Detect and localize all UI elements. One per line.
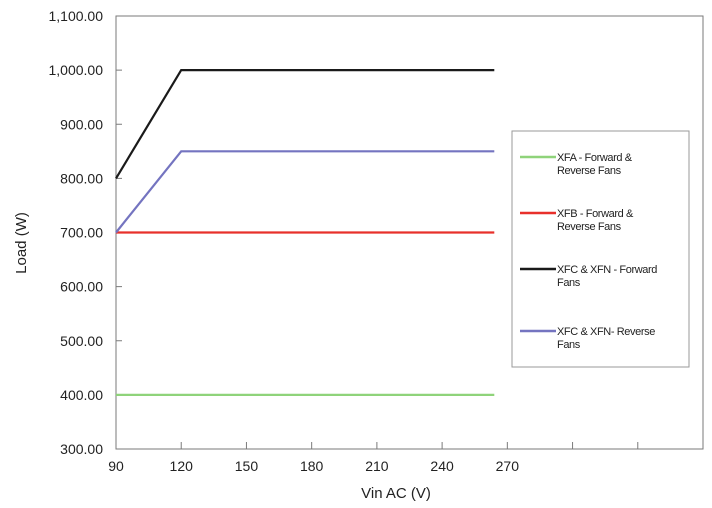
x-axis-ticks: 90 120 150 180 210 240 270 (108, 442, 704, 474)
x-tick-label: 90 (108, 458, 124, 474)
y-tick-label: 900.00 (60, 116, 103, 132)
legend-label-2: XFB - Forward & (557, 208, 634, 220)
y-tick-label: 400.00 (60, 387, 103, 403)
y-tick-label: 800.00 (60, 170, 103, 186)
series-lines (115, 68, 495, 396)
y-axis-ticks: 300.00 400.00 500.00 600.00 700.00 800.00 900.… (49, 8, 122, 457)
y-tick-label: 1,000.00 (49, 62, 104, 78)
series-line-4 (115, 150, 495, 234)
legend-label-1: Reverse Fans (557, 165, 622, 177)
x-tick-label: 240 (430, 458, 454, 474)
y-tick-label: 500.00 (60, 333, 103, 349)
legend-box (511, 130, 690, 368)
x-axis-title: Vin AC (V) (361, 485, 431, 502)
y-axis-title: Load (W) (13, 212, 30, 274)
x-tick-label: 180 (300, 458, 324, 474)
x-tick-label: 270 (496, 458, 520, 474)
y-tick-label: 600.00 (60, 279, 103, 295)
x-tick-label: 150 (235, 458, 259, 474)
y-tick-label: 300.00 (60, 441, 103, 457)
legend-label-4: Fans (557, 339, 581, 351)
x-tick-label: 210 (365, 458, 389, 474)
legend-label-2: Reverse Fans (557, 221, 622, 233)
y-tick-label: 700.00 (60, 225, 103, 241)
series-line-3 (115, 68, 495, 179)
legend-label-3: XFC & XFN - Forward (557, 264, 657, 276)
legend-label-4: XFC & XFN- Reverse (557, 326, 655, 338)
x-tick-label: 120 (170, 458, 194, 474)
y-tick-label: 1,100.00 (49, 8, 104, 24)
legend-label-3: Fans (557, 277, 581, 289)
legend-label-1: XFA - Forward & (557, 152, 633, 164)
